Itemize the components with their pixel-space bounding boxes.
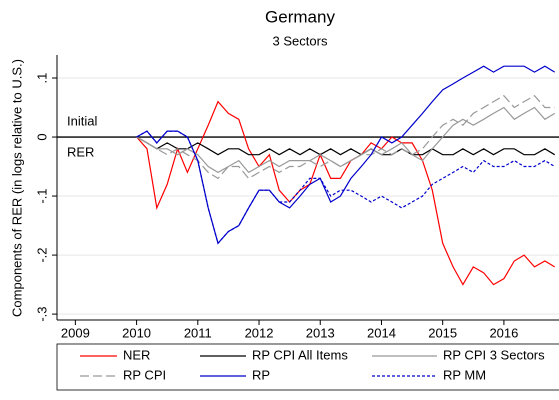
y-tick-label: .1 [34,73,49,84]
y-tick-label: 0 [34,133,49,140]
series-line [136,94,555,180]
series-line [136,65,556,245]
x-tick-label: 2010 [122,325,151,340]
legend-label: RP CPI All Items [252,347,348,362]
chart-title: Germany [265,7,335,26]
y-tick-label: -.1 [34,188,49,203]
legend-label: RP [252,367,270,382]
legend-box [56,343,559,391]
y-axis-label: Components of RER (in logs relative to U… [9,59,24,317]
x-tick-label: 2011 [184,325,212,340]
legend-label: RP CPI 3 Sectors [443,347,545,362]
legend-label: RP CPI [123,367,166,382]
y-tick-label: -.2 [34,247,49,262]
x-tick-label: 2012 [245,325,274,340]
series-line [136,130,556,245]
x-tick-label: 2015 [428,325,457,340]
annotation: Initial [67,113,97,128]
legend-label: NER [123,347,150,362]
legend-label: RP MM [443,367,486,382]
y-tick-label: -.3 [34,307,49,322]
x-tick-label: 2014 [367,325,396,340]
x-tick-label: 2016 [489,325,518,340]
annotation: RER [67,144,94,159]
x-tick-label: 2009 [61,325,90,340]
x-tick-label: 2013 [306,325,335,340]
series-line [136,136,556,156]
chart-subtitle: 3 Sectors [273,33,328,48]
series-line [136,100,556,286]
